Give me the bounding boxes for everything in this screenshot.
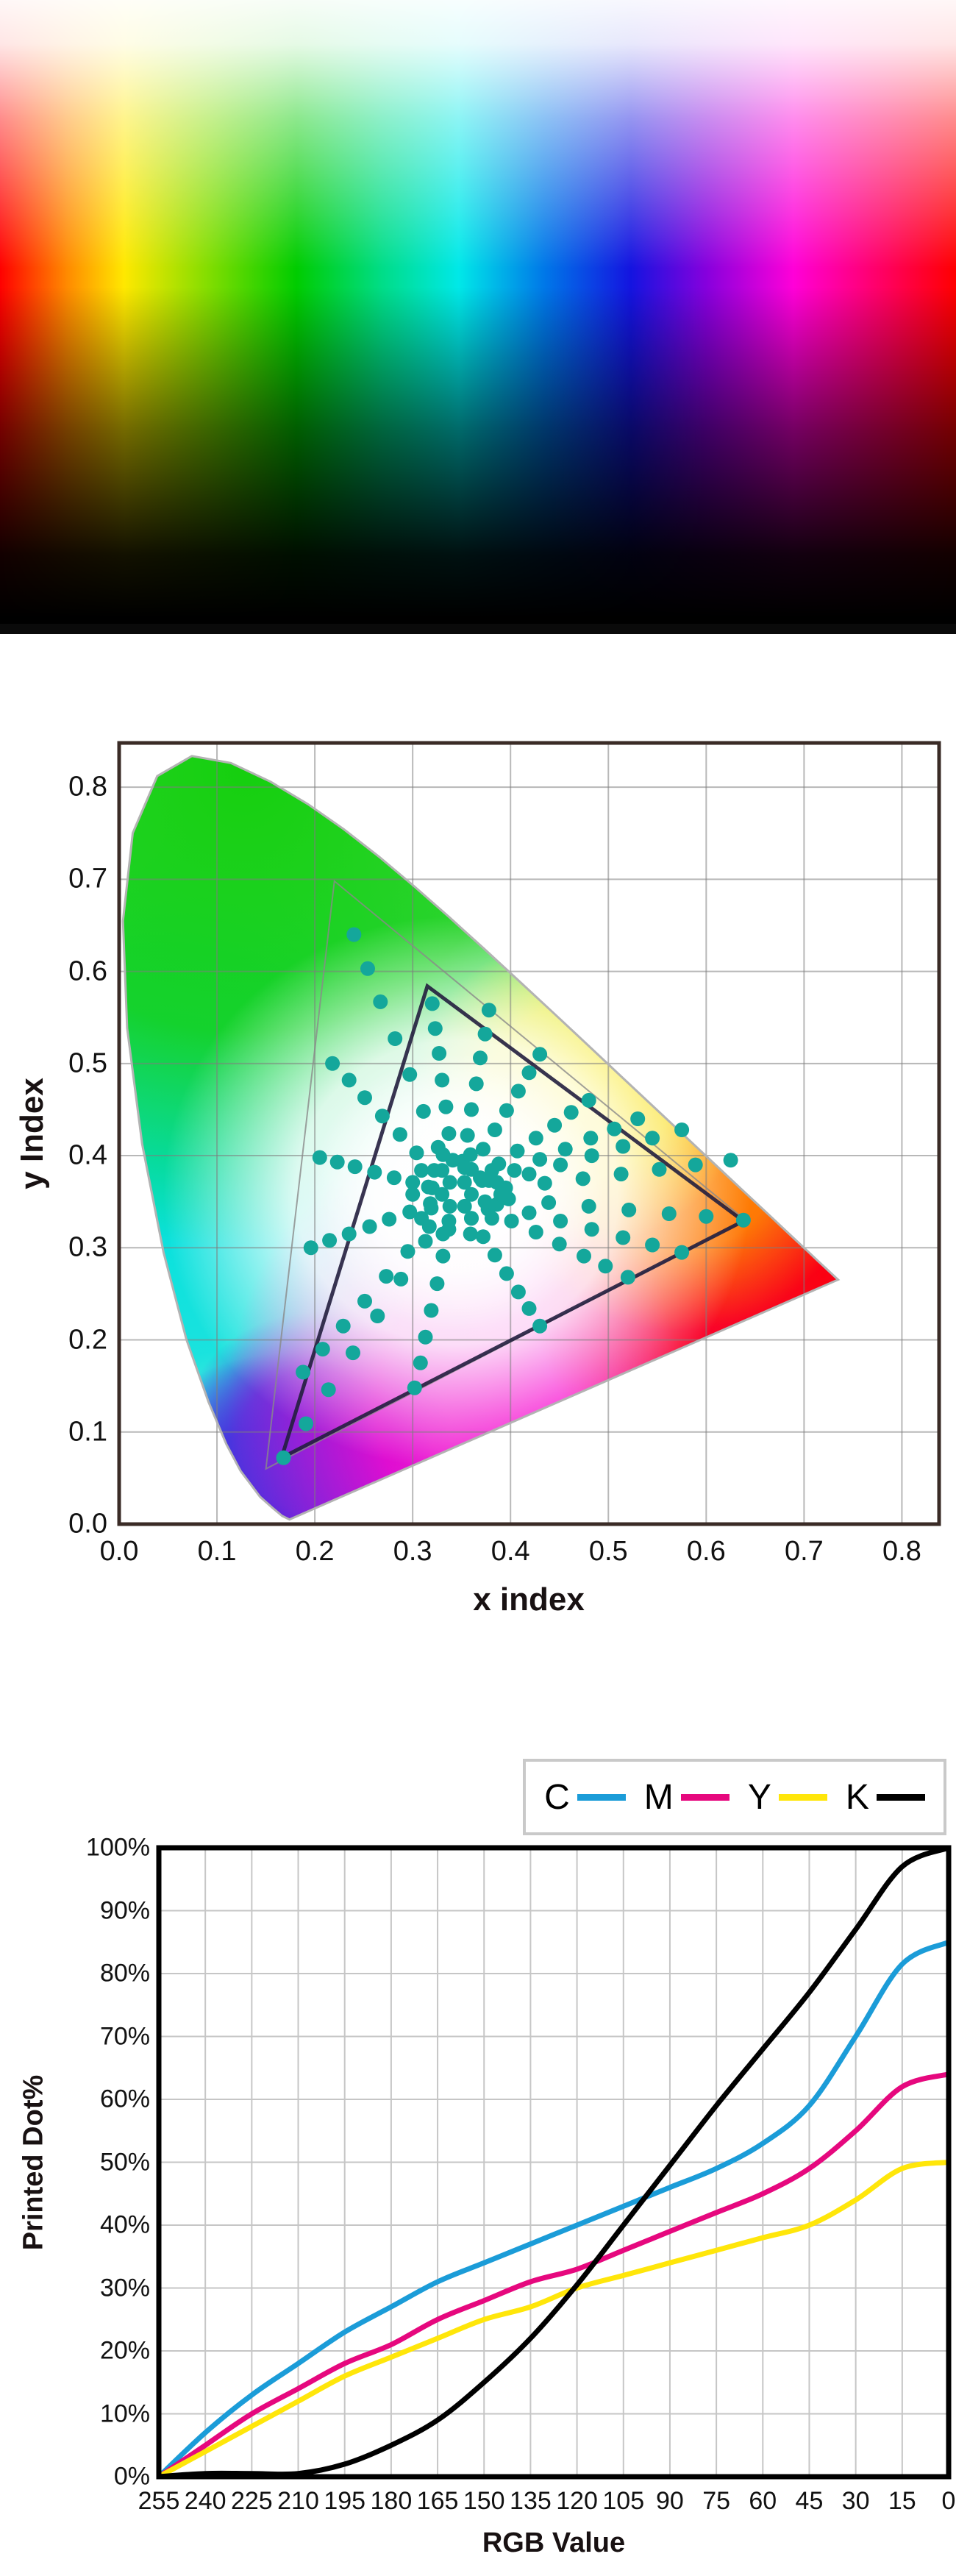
series-C xyxy=(156,1939,952,2480)
cie-x-tick-label: 0.4 xyxy=(491,1536,530,1567)
curve-y-tick-label: 20% xyxy=(99,2336,150,2365)
series-M xyxy=(156,2071,952,2480)
series-K xyxy=(156,1845,952,2480)
cie-x-tick-label: 0.6 xyxy=(686,1536,726,1567)
curve-y-tick-label: 30% xyxy=(99,2274,150,2302)
cie-x-tick-label: 0.5 xyxy=(588,1536,628,1567)
curve-x-tick-label: 75 xyxy=(702,2487,731,2515)
curve-y-tick-label: 80% xyxy=(99,1959,150,1988)
curve-x-tick-label: 180 xyxy=(370,2487,413,2515)
curve-x-tick-label: 60 xyxy=(749,2487,777,2515)
cie-y-tick-label: 0.6 xyxy=(68,956,107,987)
cie-y-tick-label: 0.0 xyxy=(68,1508,107,1540)
cie-x-tick-label: 0.2 xyxy=(295,1536,335,1567)
curve-y-tick-label: 60% xyxy=(99,2085,150,2113)
cie-y-tick-label: 0.4 xyxy=(68,1139,107,1171)
cie-x-axis-title: x index xyxy=(473,1581,585,1618)
chromaticity-diagram xyxy=(117,741,941,1526)
cie-x-tick-label: 0.1 xyxy=(197,1536,237,1567)
curve-x-tick-label: 255 xyxy=(138,2487,180,2515)
legend-swatch-Y xyxy=(778,1793,827,1801)
curve-x-tick-label: 45 xyxy=(795,2487,824,2515)
spectral-locus-outline xyxy=(121,755,841,1521)
cie-plot-frame xyxy=(117,741,941,1526)
spectral-locus-fill xyxy=(123,755,838,1520)
rgb-gradient-banner xyxy=(0,0,956,624)
curve-y-tick-label: 70% xyxy=(99,2022,150,2050)
curve-x-tick-label: 105 xyxy=(602,2487,645,2515)
curve-x-tick-label: 150 xyxy=(463,2487,505,2515)
cie-y-tick-label: 0.1 xyxy=(68,1416,107,1448)
curve-x-tick-label: 165 xyxy=(416,2487,459,2515)
series-Y xyxy=(156,2160,952,2480)
curve-y-tick-label: 100% xyxy=(86,1833,150,1862)
curve-x-tick-label: 210 xyxy=(277,2487,319,2515)
measured-color-points xyxy=(276,927,751,1465)
legend-swatch-M xyxy=(680,1793,730,1801)
cie-y-tick-label: 0.7 xyxy=(68,863,107,894)
cie-grid xyxy=(118,743,939,1525)
legend-swatch-K xyxy=(876,1793,925,1801)
legend-item-K: K xyxy=(846,1777,925,1818)
cie-y-tick-label: 0.5 xyxy=(68,1047,107,1079)
legend-item-Y: Y xyxy=(748,1777,827,1818)
curve-x-tick-label: 30 xyxy=(841,2487,870,2515)
legend-label-C: C xyxy=(544,1777,570,1817)
tone-curve-chart xyxy=(156,1845,952,2480)
legend-label-Y: Y xyxy=(747,1777,771,1817)
cie-y-tick-label: 0.8 xyxy=(68,771,107,803)
curve-y-axis-title: Printed Dot% xyxy=(18,2074,49,2251)
curve-grid xyxy=(158,1847,949,2477)
curve-x-tick-label: 90 xyxy=(656,2487,684,2515)
cie-y-tick-label: 0.2 xyxy=(68,1324,107,1356)
curve-y-tick-label: 90% xyxy=(99,1896,150,1924)
cie-x-tick-label: 0.3 xyxy=(393,1536,432,1567)
curve-y-tick-label: 10% xyxy=(99,2399,150,2427)
curve-y-tick-label: 0% xyxy=(113,2462,150,2491)
legend-swatch-C xyxy=(577,1793,626,1801)
legend-item-C: C xyxy=(544,1777,626,1818)
legend-item-M: M xyxy=(644,1777,730,1818)
curve-x-tick-label: 15 xyxy=(888,2487,916,2515)
curve-plot-frame xyxy=(156,1845,952,2480)
curve-x-tick-label: 120 xyxy=(556,2487,598,2515)
curve-x-tick-label: 0 xyxy=(941,2487,956,2515)
curve-x-tick-label: 240 xyxy=(184,2487,226,2515)
curve-x-axis-title: RGB Value xyxy=(482,2527,626,2558)
curve-x-tick-label: 195 xyxy=(324,2487,366,2515)
curve-x-tick-label: 135 xyxy=(510,2487,552,2515)
legend-label-M: M xyxy=(643,1777,674,1817)
legend-label-K: K xyxy=(845,1777,869,1817)
curve-x-tick-label: 225 xyxy=(230,2487,273,2515)
cie-x-tick-label: 0.8 xyxy=(882,1536,921,1567)
cie-x-tick-label: 0.7 xyxy=(784,1536,824,1567)
cie-x-tick-label: 0.0 xyxy=(99,1536,139,1567)
banner-black-strip xyxy=(0,624,956,634)
cie-y-axis-title: y Index xyxy=(14,1078,50,1189)
cie-y-tick-label: 0.3 xyxy=(68,1231,107,1263)
curve-y-tick-label: 40% xyxy=(99,2210,150,2239)
curve-y-tick-label: 50% xyxy=(99,2148,150,2176)
